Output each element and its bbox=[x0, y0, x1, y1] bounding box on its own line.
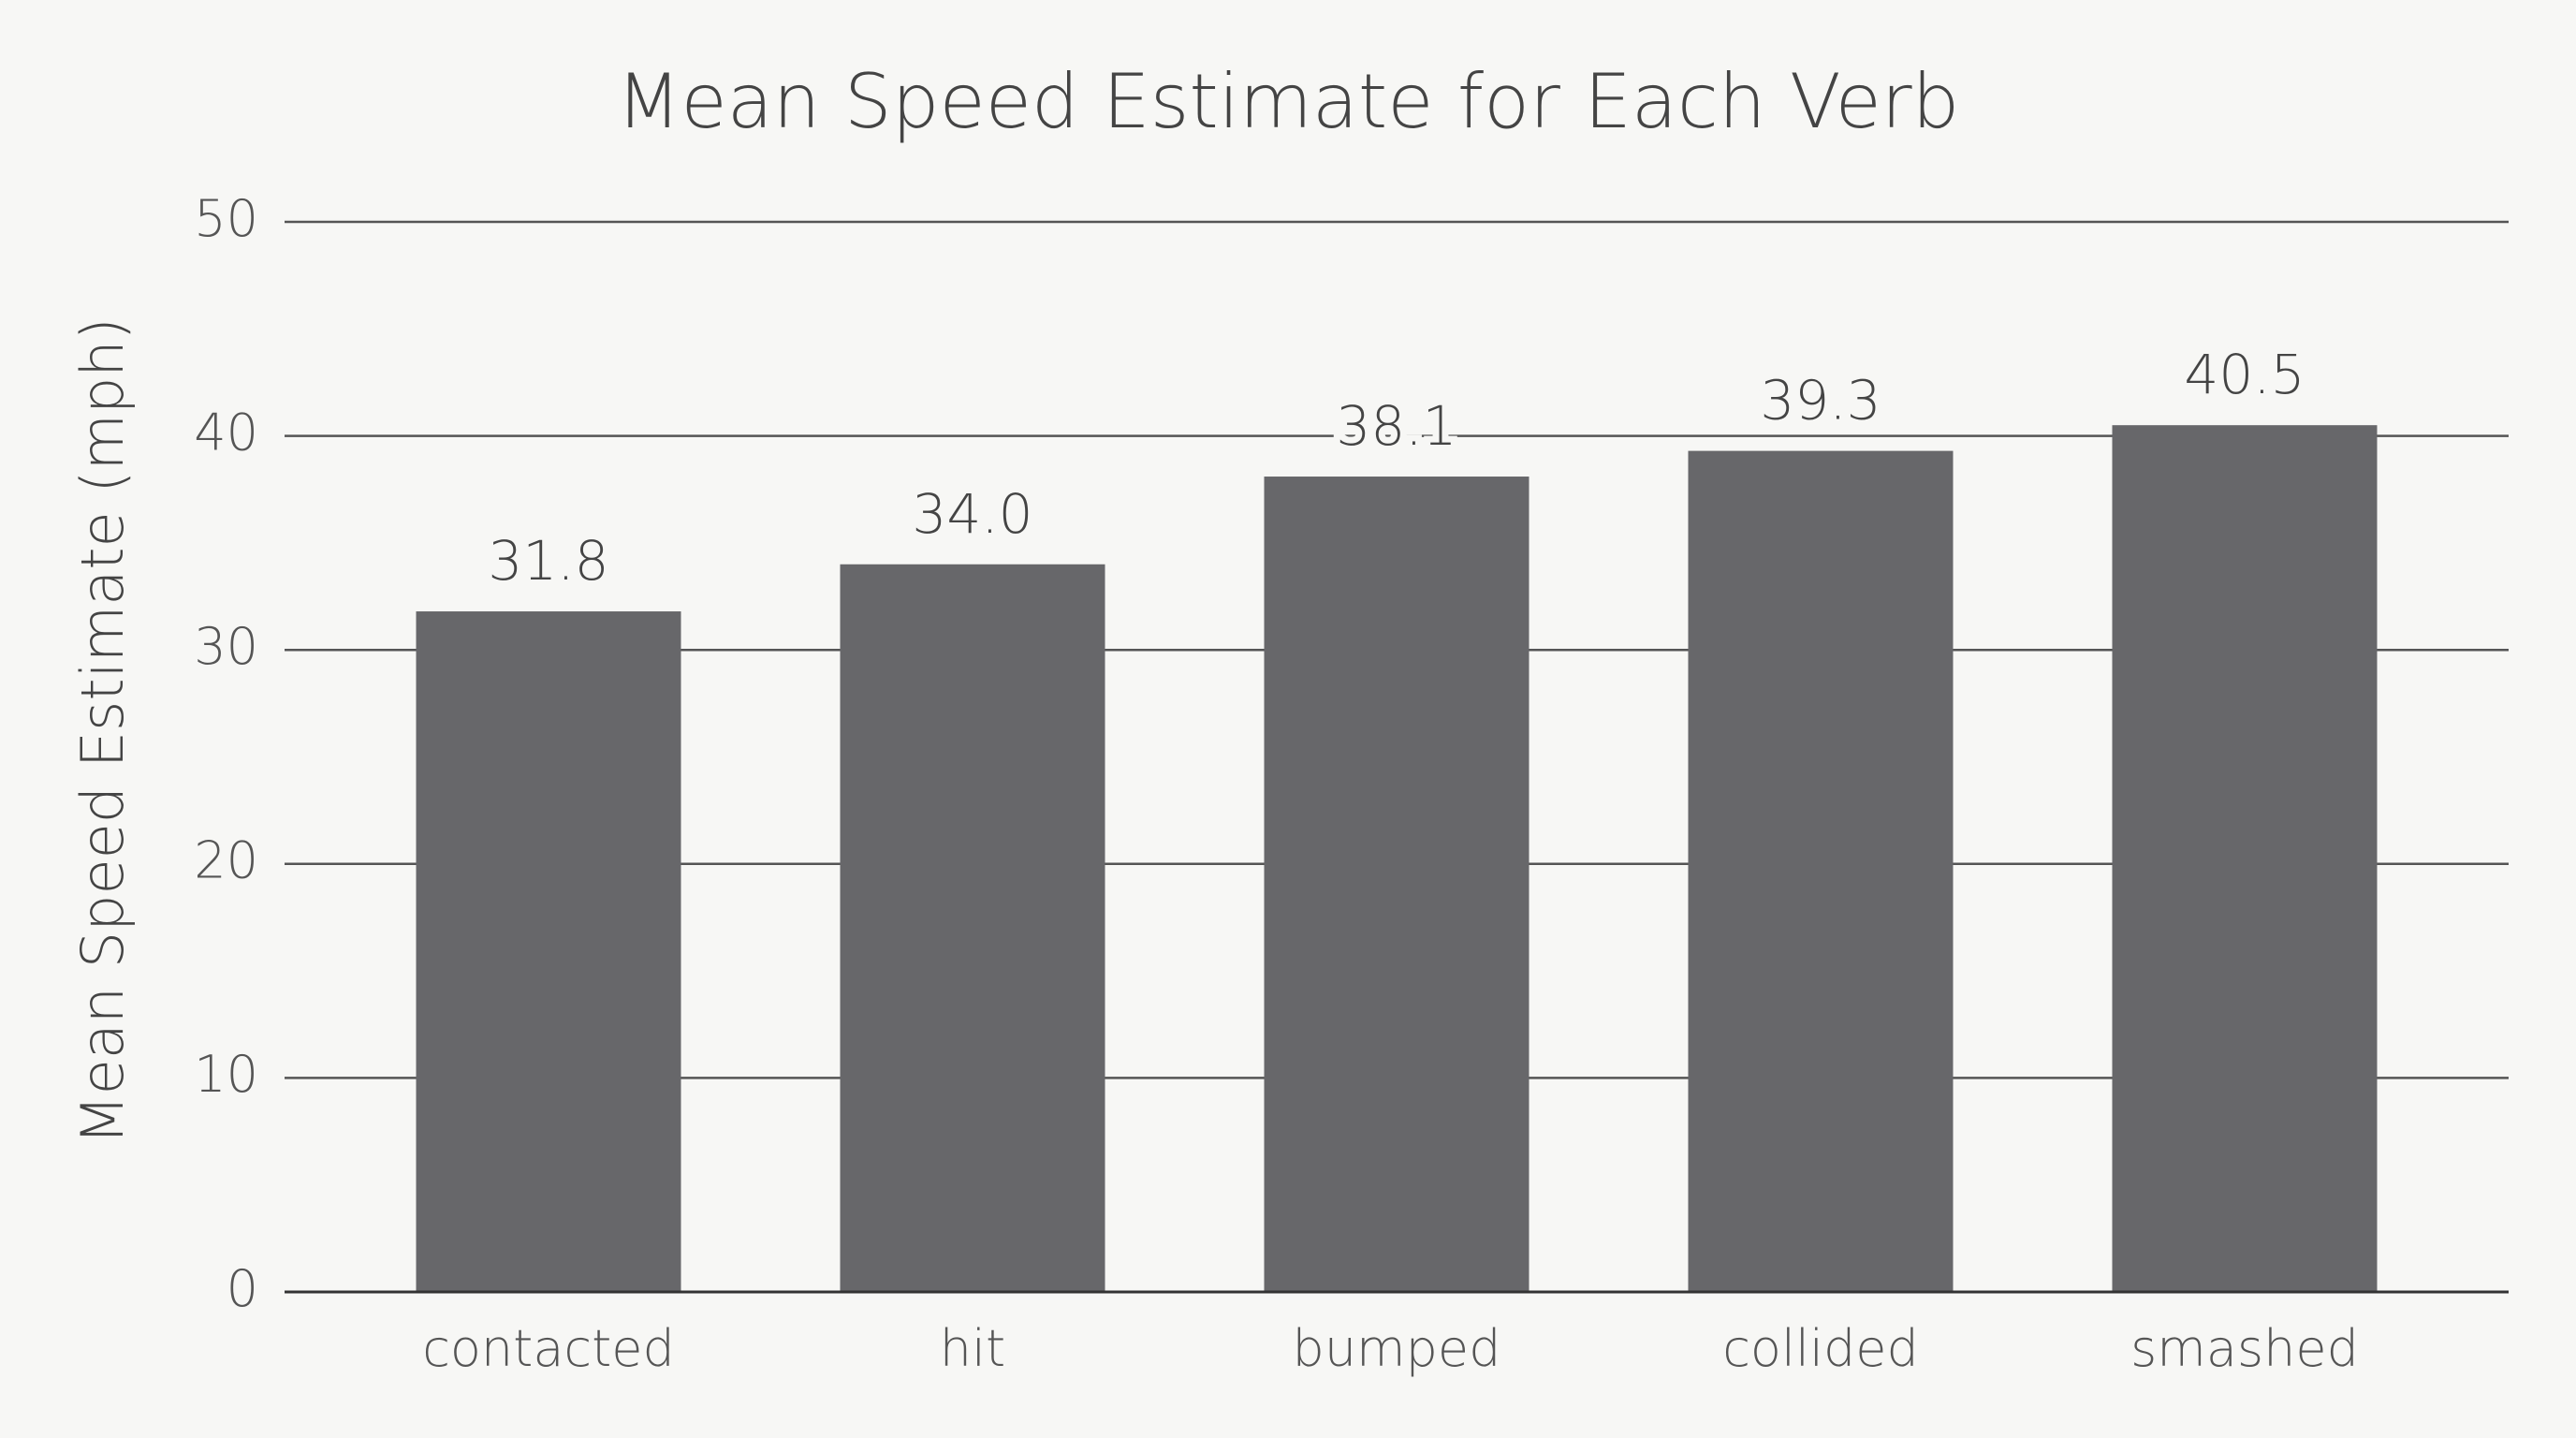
x-tick-label: bumped bbox=[1293, 1319, 1501, 1378]
bar bbox=[416, 611, 681, 1292]
value-label: 38.1 bbox=[1336, 394, 1456, 458]
bar bbox=[1688, 450, 1954, 1292]
x-tick-label: smashed bbox=[2130, 1319, 2359, 1378]
y-tick-label: 50 bbox=[194, 189, 258, 248]
value-label: 34.0 bbox=[912, 482, 1032, 546]
y-tick-label: 30 bbox=[194, 617, 258, 676]
x-tick-label: contacted bbox=[422, 1319, 675, 1378]
x-tick-label: hit bbox=[940, 1319, 1005, 1378]
x-tick-label: collided bbox=[1722, 1319, 1919, 1378]
y-tick-label: 0 bbox=[227, 1259, 258, 1318]
y-axis-label: Mean Speed Estimate (mph) bbox=[68, 317, 137, 1145]
value-label: 39.3 bbox=[1760, 369, 1881, 433]
y-tick-label: 20 bbox=[194, 831, 258, 890]
value-label: 40.5 bbox=[2184, 343, 2305, 406]
bar bbox=[840, 564, 1105, 1292]
y-tick-label: 40 bbox=[194, 403, 258, 462]
chart-title: Mean Speed Estimate for Each Verb bbox=[617, 58, 1960, 145]
bar bbox=[1264, 477, 1530, 1292]
bar bbox=[2112, 425, 2378, 1292]
value-label: 31.8 bbox=[488, 529, 608, 593]
y-tick-label: 10 bbox=[194, 1045, 258, 1104]
